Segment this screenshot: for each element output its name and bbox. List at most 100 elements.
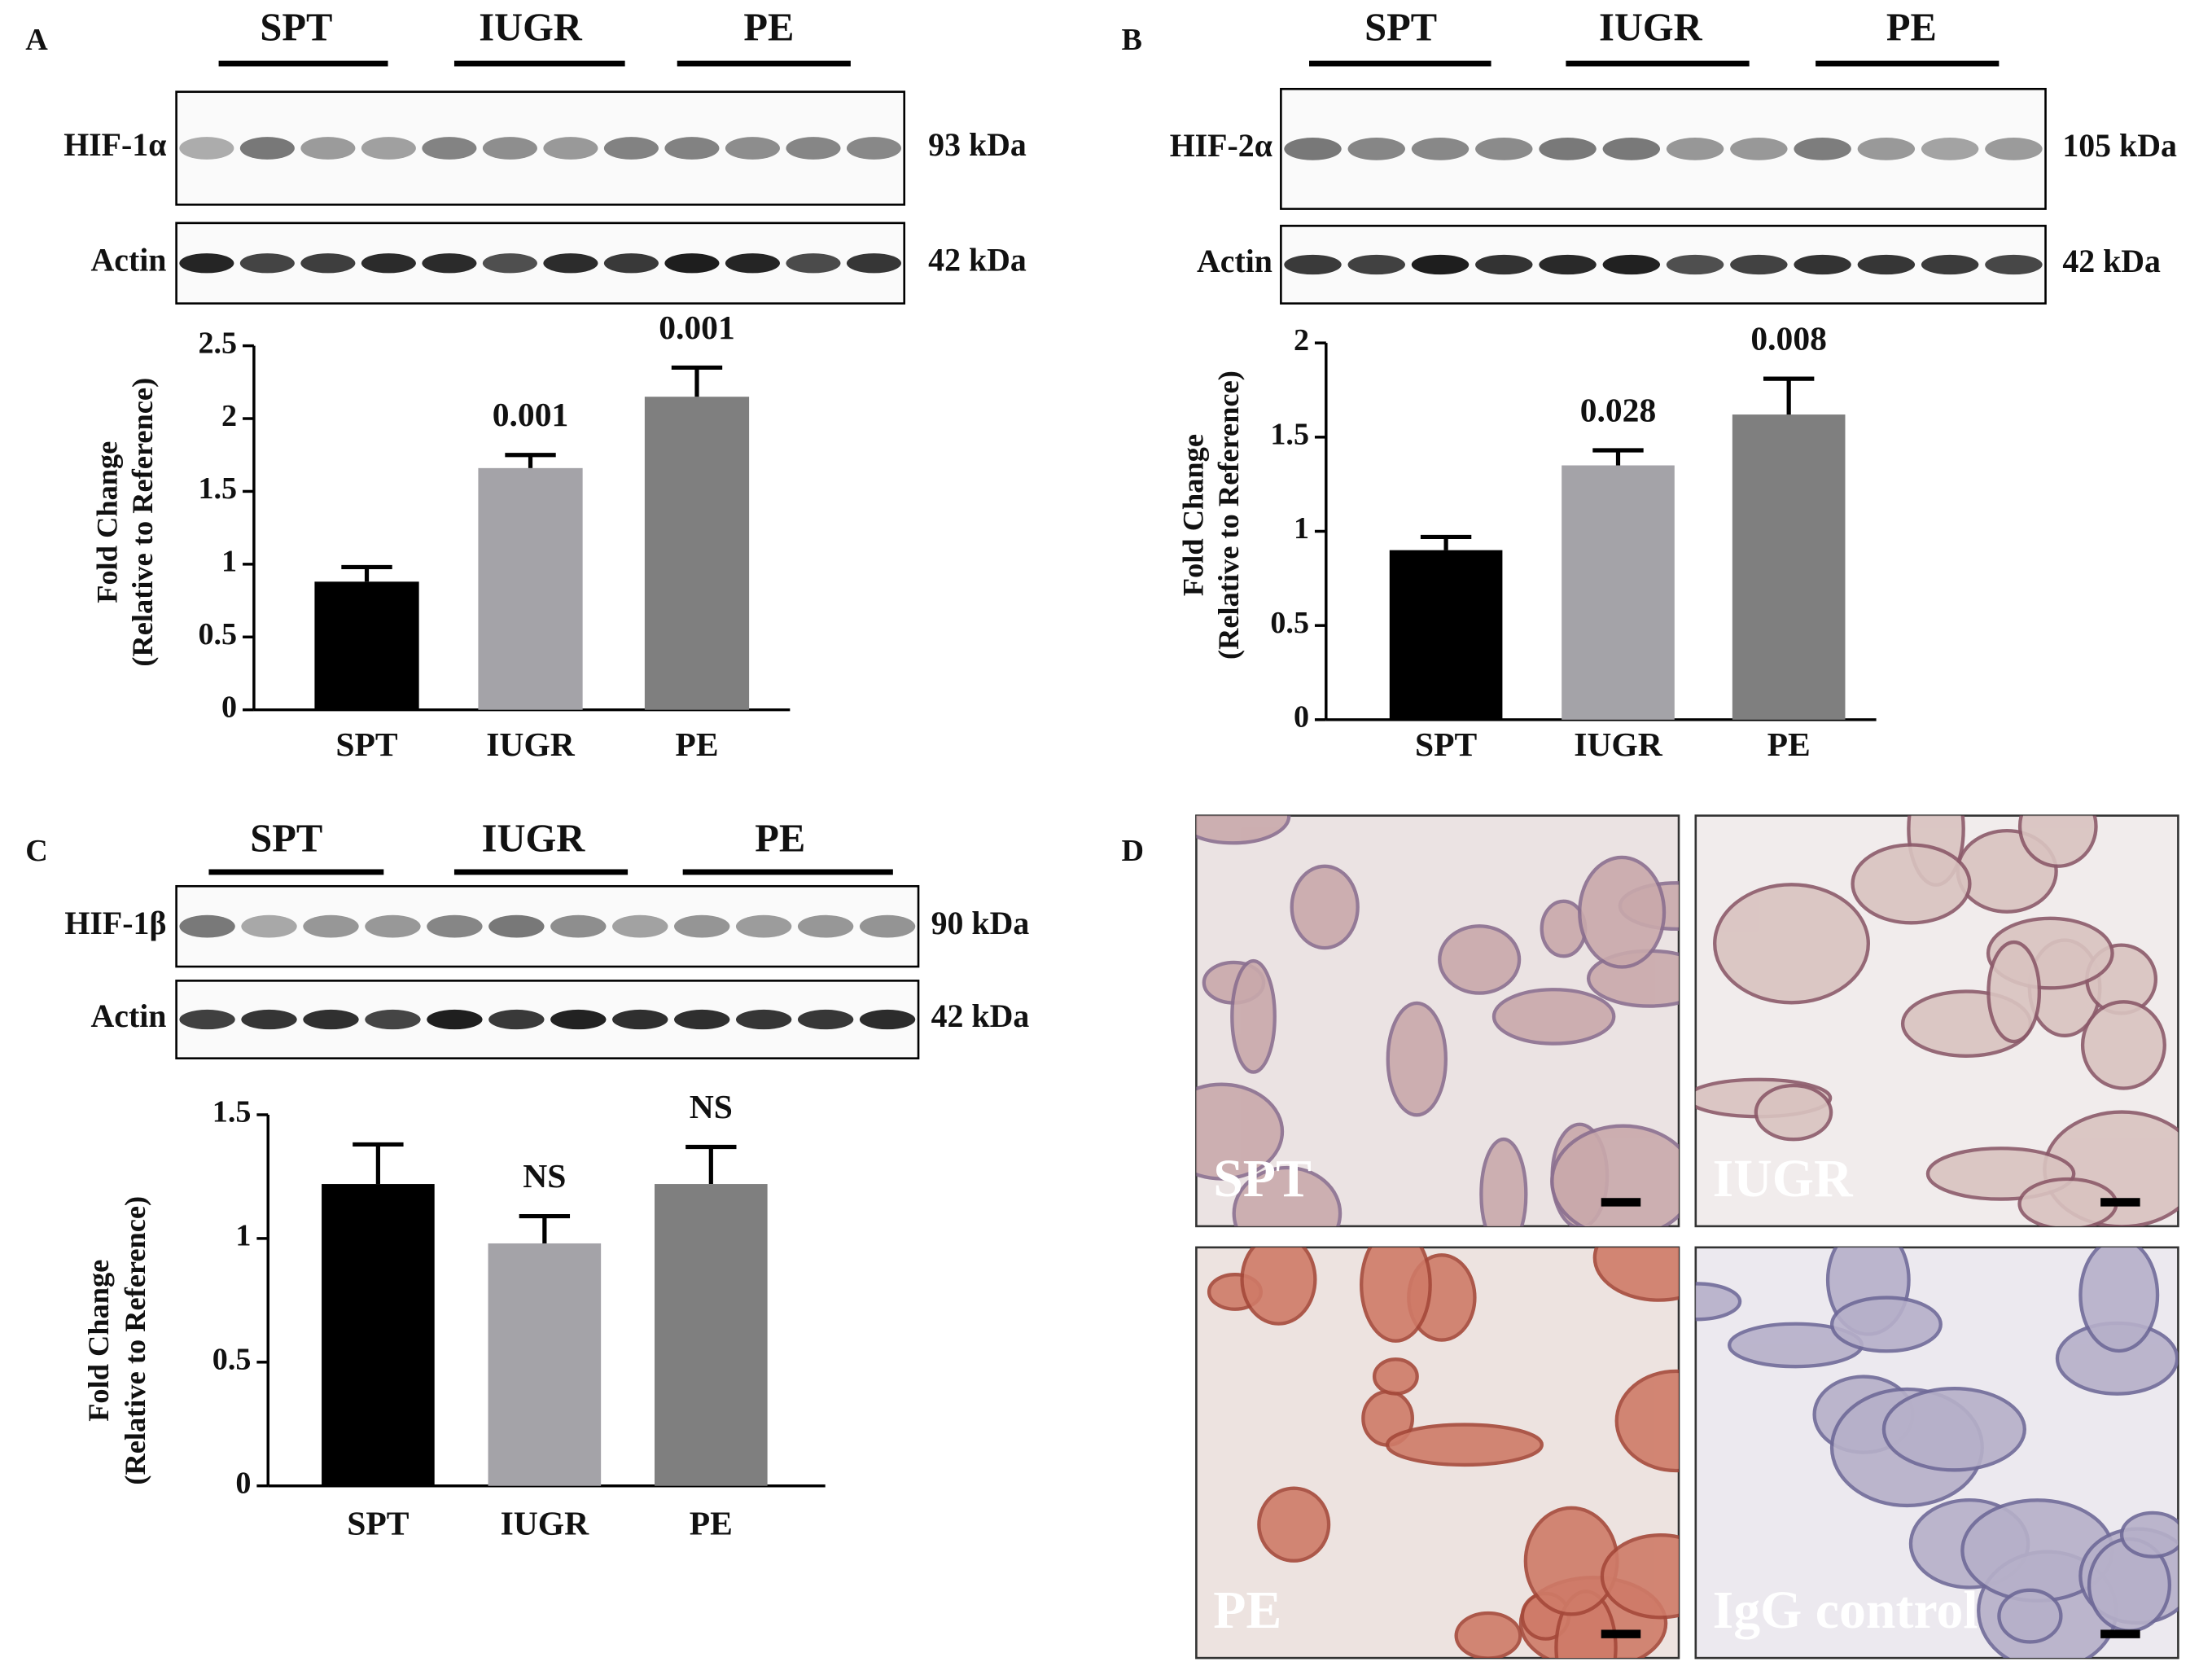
blot-band [1985, 254, 2043, 275]
villus [1196, 1082, 1285, 1181]
blot-band [361, 253, 416, 274]
micrograph-label: IUGR [1713, 1149, 1854, 1208]
blot-band [612, 1009, 668, 1030]
villus [1257, 1486, 1331, 1563]
micrograph-label: SPT [1213, 1149, 1312, 1208]
villus [1360, 1247, 1432, 1343]
blot-band [664, 137, 720, 160]
blot-band [365, 1009, 421, 1030]
y-tick-label: 0 [1294, 700, 1309, 734]
blot-box [1280, 225, 2047, 305]
blot-band [1539, 254, 1597, 275]
blot-band [241, 1009, 297, 1030]
y-axis-title: Fold Change (Relative to Reference) [91, 378, 159, 667]
y-axis-title-line: Fold Change [91, 441, 124, 603]
blot-band [365, 914, 421, 938]
villus [1851, 843, 1972, 925]
blot-row-label: HIF-1α [64, 126, 166, 163]
blot-band [797, 1009, 854, 1030]
villus [1230, 958, 1277, 1074]
blot-band [1347, 138, 1405, 160]
blot-band [786, 253, 841, 274]
villus [1196, 815, 1291, 845]
scale-bar [2100, 1198, 2140, 1207]
blot-band [422, 253, 477, 274]
villus [1372, 1357, 1419, 1396]
blot-band [664, 253, 720, 274]
blot-band [612, 914, 668, 938]
y-tick-label: 2.5 [198, 326, 237, 360]
bar [322, 1184, 435, 1486]
blot-band [1411, 138, 1470, 160]
blot-band [846, 253, 901, 274]
micrograph-tissue [1196, 815, 1680, 1226]
villus [1881, 1387, 2026, 1472]
blot-band [1921, 138, 1979, 160]
blot-band [846, 137, 901, 160]
blot-band [1857, 138, 1916, 160]
y-tick-label: 1 [1294, 511, 1309, 546]
x-tick-label: SPT [335, 726, 398, 763]
blot-row-label: Actin [1197, 243, 1272, 279]
panel-letter: C [25, 834, 48, 868]
blot-band [1284, 138, 1342, 160]
villus [1240, 1247, 1317, 1326]
blot-group-label: SPT [1364, 6, 1437, 49]
blot-band [300, 253, 356, 274]
blot-band [422, 137, 477, 160]
villus [2078, 1247, 2160, 1353]
x-tick-label: SPT [347, 1505, 410, 1542]
significance-label: 0.001 [659, 309, 735, 346]
blot-band [179, 914, 235, 938]
blot-band [303, 1009, 359, 1030]
blot-group-label: SPT [250, 818, 322, 861]
blot-band [179, 1009, 235, 1030]
bar [1562, 465, 1675, 720]
villus [1438, 924, 1522, 995]
bar [1389, 550, 1503, 720]
villus [1550, 1124, 1680, 1226]
villus [1614, 1369, 1680, 1473]
blot-band [303, 914, 359, 938]
blot-band [1602, 254, 1661, 275]
y-tick-label: 0 [235, 1466, 251, 1500]
bar [488, 1243, 602, 1486]
villus [1290, 864, 1360, 950]
blot-group-label: PE [1886, 6, 1937, 49]
panel-letter: B [1122, 23, 1142, 57]
micrograph-tissue [1695, 1247, 2179, 1659]
significance-label: NS [523, 1157, 566, 1195]
scale-bar [1601, 1629, 1641, 1638]
blot-band [1347, 254, 1405, 275]
x-tick-label: SPT [1415, 726, 1478, 763]
blot-band [1602, 138, 1661, 160]
blot-band [1666, 138, 1724, 160]
y-axis-title-line: (Relative to Reference) [1212, 371, 1245, 660]
y-axis-title-line: (Relative to Reference) [119, 1196, 151, 1485]
villus [1713, 883, 1870, 1005]
blot-band [482, 253, 537, 274]
blot-size-label: 42 kDa [931, 998, 1030, 1034]
blot-band [735, 914, 792, 938]
bar [1732, 414, 1846, 720]
y-axis-title-line: Fold Change [1177, 434, 1210, 596]
x-tick-label: PE [1767, 726, 1811, 763]
blot-band [1284, 254, 1342, 275]
blot-band [725, 137, 780, 160]
significance-label: NS [690, 1088, 733, 1125]
blot-band [786, 137, 841, 160]
villus [1491, 988, 1616, 1046]
blot-size-label: 42 kDa [2062, 243, 2161, 279]
blot-band [674, 914, 730, 938]
blot-row-label: Actin [90, 998, 166, 1034]
significance-label: 0.028 [1580, 392, 1657, 429]
y-axis-title-line: Fold Change [82, 1260, 115, 1422]
blot-band [1985, 138, 2043, 160]
villus [1523, 1506, 1619, 1616]
blot-band [1794, 138, 1851, 160]
blot-group-label: SPT [260, 6, 332, 49]
y-tick-label: 1 [221, 545, 237, 579]
y-tick-label: 0.5 [1270, 606, 1309, 640]
blot-band [300, 137, 356, 160]
